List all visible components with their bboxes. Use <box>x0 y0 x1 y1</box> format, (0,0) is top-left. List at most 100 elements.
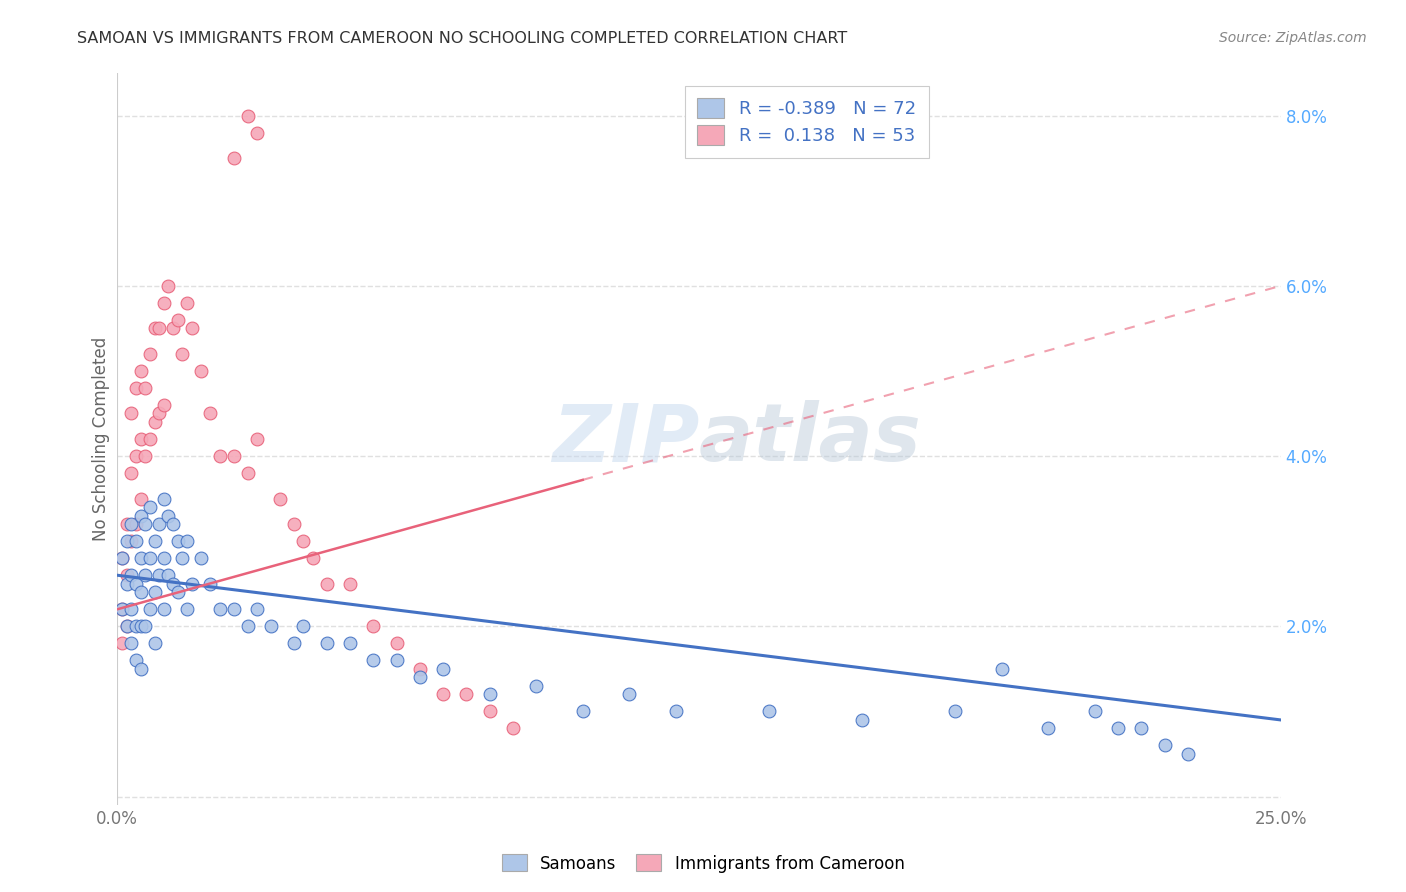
Point <box>200 407 222 421</box>
Point <box>153 295 176 310</box>
Point <box>111 551 134 566</box>
Point <box>409 662 432 676</box>
Point <box>120 636 142 650</box>
Point <box>157 508 180 523</box>
Point <box>665 705 688 719</box>
Legend: Samoans, Immigrants from Cameroon: Samoans, Immigrants from Cameroon <box>495 847 911 880</box>
Text: Source: ZipAtlas.com: Source: ZipAtlas.com <box>1219 31 1367 45</box>
Point <box>180 576 202 591</box>
Text: ZIP: ZIP <box>551 400 699 478</box>
Point <box>115 619 138 633</box>
Point <box>120 568 142 582</box>
Point <box>125 449 148 463</box>
Point <box>236 109 259 123</box>
Y-axis label: No Schooling Completed: No Schooling Completed <box>93 337 110 541</box>
Point <box>619 687 641 701</box>
Point <box>478 705 501 719</box>
Point <box>134 568 156 582</box>
Point <box>301 551 323 566</box>
Point <box>190 551 212 566</box>
Point <box>1177 747 1199 761</box>
Point <box>1107 722 1129 736</box>
Point <box>176 602 198 616</box>
Point <box>143 534 166 549</box>
Point <box>129 508 152 523</box>
Point <box>943 705 966 719</box>
Point <box>125 534 148 549</box>
Point <box>1130 722 1153 736</box>
Point <box>129 491 152 506</box>
Point <box>990 662 1012 676</box>
Point <box>125 381 148 395</box>
Point <box>315 636 337 650</box>
Point <box>339 636 361 650</box>
Point <box>143 585 166 599</box>
Point <box>1084 705 1107 719</box>
Point <box>292 619 315 633</box>
Point <box>236 619 259 633</box>
Point <box>129 585 152 599</box>
Point <box>148 407 170 421</box>
Point <box>134 449 156 463</box>
Point <box>432 662 454 676</box>
Point <box>120 407 142 421</box>
Point <box>115 619 138 633</box>
Point <box>758 705 780 719</box>
Text: SAMOAN VS IMMIGRANTS FROM CAMEROON NO SCHOOLING COMPLETED CORRELATION CHART: SAMOAN VS IMMIGRANTS FROM CAMEROON NO SC… <box>77 31 848 46</box>
Point <box>246 126 269 140</box>
Point <box>361 619 384 633</box>
Point <box>385 636 408 650</box>
Point <box>129 551 152 566</box>
Point <box>120 534 142 549</box>
Point <box>292 534 315 549</box>
Point <box>120 517 142 532</box>
Point <box>148 321 170 335</box>
Point <box>134 517 156 532</box>
Point <box>208 449 231 463</box>
Point <box>129 432 152 446</box>
Legend: R = -0.389   N = 72, R =  0.138   N = 53: R = -0.389 N = 72, R = 0.138 N = 53 <box>685 86 928 158</box>
Point <box>139 347 162 361</box>
Point <box>176 534 198 549</box>
Point <box>125 517 148 532</box>
Point <box>134 381 156 395</box>
Point <box>166 585 188 599</box>
Point <box>432 687 454 701</box>
Point <box>269 491 291 506</box>
Point <box>111 636 134 650</box>
Point <box>120 602 142 616</box>
Point <box>524 679 547 693</box>
Point <box>166 534 188 549</box>
Point <box>456 687 478 701</box>
Point <box>157 568 180 582</box>
Point <box>148 517 170 532</box>
Point <box>157 278 180 293</box>
Point <box>129 662 152 676</box>
Point <box>162 576 184 591</box>
Point <box>208 602 231 616</box>
Point <box>200 576 222 591</box>
Point <box>139 602 162 616</box>
Point <box>236 466 259 480</box>
Point <box>143 415 166 429</box>
Point <box>571 705 593 719</box>
Point <box>134 619 156 633</box>
Point <box>180 321 202 335</box>
Point <box>111 602 134 616</box>
Point <box>409 670 432 684</box>
Point <box>125 576 148 591</box>
Point <box>153 602 176 616</box>
Point <box>222 602 245 616</box>
Point <box>246 602 269 616</box>
Point <box>246 432 269 446</box>
Point <box>115 576 138 591</box>
Point <box>176 295 198 310</box>
Point <box>315 576 337 591</box>
Point <box>222 449 245 463</box>
Point <box>153 398 176 412</box>
Point <box>120 466 142 480</box>
Point <box>153 551 176 566</box>
Point <box>148 568 170 582</box>
Point <box>260 619 283 633</box>
Point <box>502 722 524 736</box>
